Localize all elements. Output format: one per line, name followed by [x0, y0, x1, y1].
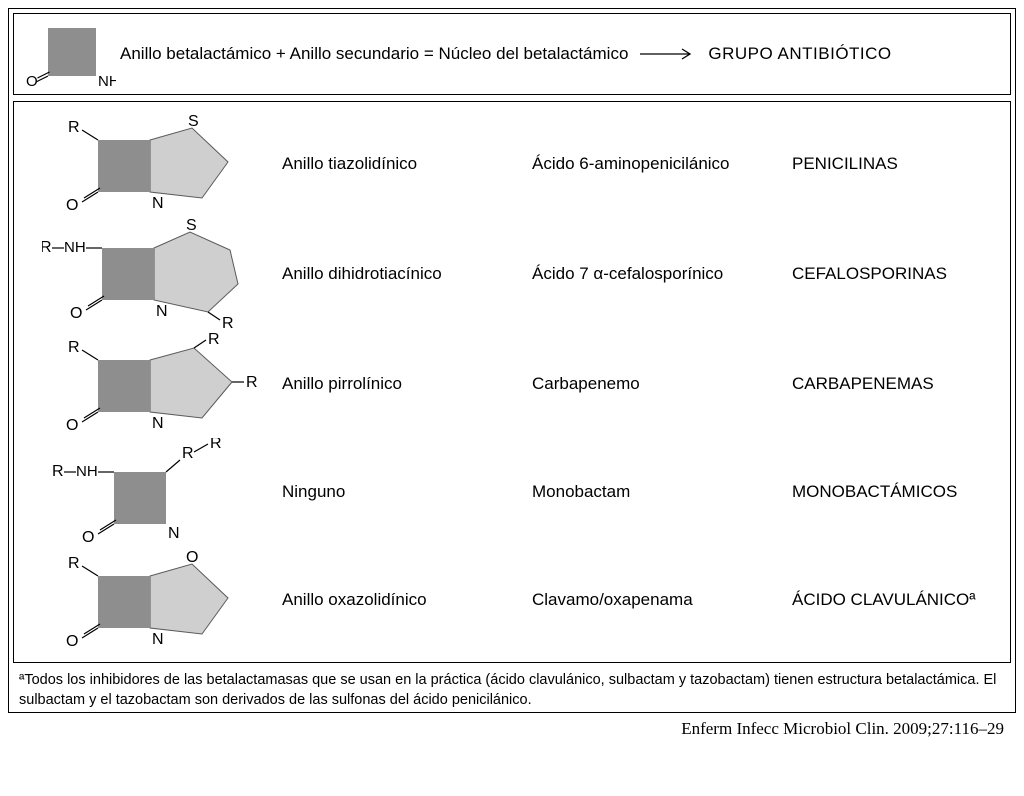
row-clavulanic: R O N O Anillo oxazolidínico Clavamo/oxa… — [42, 548, 990, 652]
svg-text:O: O — [26, 73, 38, 86]
svg-text:N: N — [152, 631, 164, 648]
arrow-icon — [638, 47, 698, 61]
group-name: MONOBACTÁMICOS — [792, 482, 990, 502]
group-name: CEFALOSPORINAS — [792, 264, 990, 284]
svg-text:R: R — [210, 438, 222, 452]
nucleus-name: Carbapenemo — [532, 374, 792, 394]
nucleus-name: Monobactam — [532, 482, 792, 502]
citation-text: Enferm Infecc Microbiol Clin. 2009;27:11… — [8, 719, 1004, 739]
svg-text:N: N — [156, 303, 168, 320]
equation-text: Anillo betalactámico + Anillo secundario… — [120, 44, 628, 64]
svg-text:N: N — [152, 415, 164, 432]
row-monobactam: NH R O N R R Ninguno Monobactam — [42, 438, 990, 546]
ring-name: Ninguno — [282, 482, 532, 502]
svg-text:R: R — [42, 239, 52, 256]
svg-text:R: R — [246, 374, 258, 391]
svg-text:R: R — [222, 315, 234, 330]
nucleus-name: Ácido 6-aminopenicilánico — [532, 154, 792, 174]
svg-text:O: O — [66, 417, 78, 434]
ring-name: Anillo pirrolínico — [282, 374, 532, 394]
header-equation: Anillo betalactámico + Anillo secundario… — [120, 44, 892, 64]
group-name: CARBAPENEMAS — [792, 374, 990, 394]
structure-clavulanic: R O N O — [42, 548, 282, 652]
svg-text:R: R — [68, 555, 80, 572]
ring-name: Anillo dihidrotiacínico — [282, 264, 532, 284]
svg-text:N: N — [168, 525, 180, 542]
structure-penicillin: R O N S — [42, 112, 282, 216]
svg-text:NH: NH — [76, 463, 98, 480]
ring-name: Anillo oxazolidínico — [282, 590, 532, 610]
svg-text:R: R — [52, 463, 64, 480]
svg-text:O: O — [186, 549, 198, 566]
group-label: GRUPO ANTIBIÓTICO — [708, 44, 891, 64]
row-carbapenem: R O N R R Anillo pirrolínico Carbapenemo… — [42, 332, 990, 436]
svg-text:N: N — [152, 195, 164, 212]
body-box: R O N S Anillo tiazolidínico Ácido 6-ami… — [13, 101, 1011, 663]
row-cephalosporin: NH R O N S R Anillo dihidrotiacínico — [42, 218, 990, 330]
betalactam-core-icon: O NH — [26, 24, 106, 84]
svg-text:O: O — [66, 633, 78, 650]
ring-name: Anillo tiazolidínico — [282, 154, 532, 174]
nucleus-name: Clavamo/oxapenama — [532, 590, 792, 610]
svg-text:R: R — [182, 445, 194, 462]
footnote-text: ªTodos los inhibidores de las betalactam… — [19, 671, 1005, 710]
svg-text:NH: NH — [64, 239, 86, 256]
svg-text:O: O — [70, 305, 82, 322]
group-name: ÁCIDO CLAVULÁNICOª — [792, 590, 990, 610]
svg-text:R: R — [208, 332, 220, 348]
group-name: PENICILINAS — [792, 154, 990, 174]
structure-carbapenem: R O N R R — [42, 332, 282, 436]
svg-text:O: O — [66, 197, 78, 214]
svg-text:S: S — [188, 113, 199, 130]
nucleus-name: Ácido 7 α-cefalosporínico — [532, 264, 792, 284]
header-box: O NH Anillo betalactámico + Anillo secun… — [13, 13, 1011, 95]
figure-container: O NH Anillo betalactámico + Anillo secun… — [8, 8, 1016, 713]
svg-text:R: R — [68, 339, 80, 356]
svg-text:R: R — [68, 119, 80, 136]
structure-monobactam: NH R O N R R — [42, 438, 282, 546]
structure-cephalosporin: NH R O N S R — [42, 218, 282, 330]
svg-text:NH: NH — [98, 73, 116, 86]
svg-text:O: O — [82, 529, 94, 546]
svg-text:S: S — [186, 218, 197, 234]
row-penicillin: R O N S Anillo tiazolidínico Ácido 6-ami… — [42, 112, 990, 216]
